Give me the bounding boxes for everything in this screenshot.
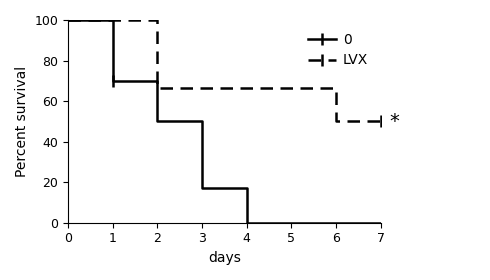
X-axis label: days: days	[208, 251, 241, 265]
Y-axis label: Percent survival: Percent survival	[15, 66, 29, 177]
Legend: 0, LVX: 0, LVX	[303, 27, 374, 73]
Text: *: *	[390, 112, 399, 131]
